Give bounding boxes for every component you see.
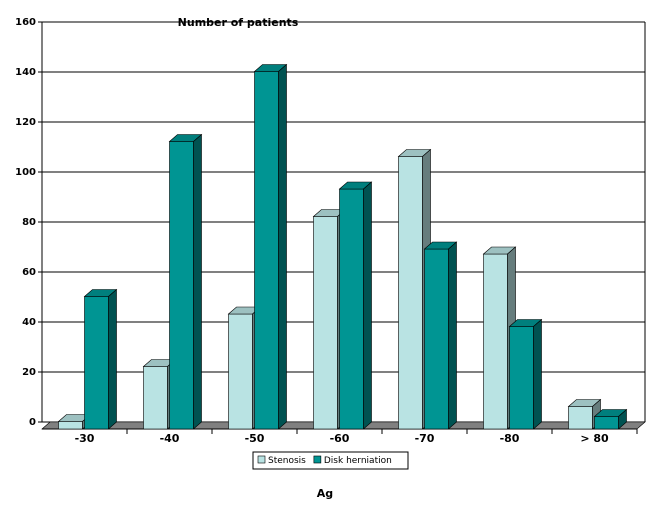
bar-side xyxy=(278,63,287,430)
x-axis-label: Ag xyxy=(317,487,333,500)
bar-side xyxy=(363,181,372,430)
bar xyxy=(398,156,423,430)
y-tick-label: 0 xyxy=(29,417,36,428)
y-tick-label: 140 xyxy=(15,67,36,78)
x-tick-label: > 80 xyxy=(580,432,609,445)
x-tick-label: -30 xyxy=(75,432,95,445)
x-tick-label: -40 xyxy=(160,432,180,445)
bar xyxy=(313,216,338,430)
legend-label: Stenosis xyxy=(268,456,306,466)
bar-side xyxy=(448,241,457,430)
y-tick-label: 100 xyxy=(15,167,36,178)
y-tick-label: 60 xyxy=(22,267,36,278)
bar xyxy=(568,406,593,430)
bar xyxy=(143,366,168,430)
x-tick-label: -60 xyxy=(330,432,350,445)
bar xyxy=(339,188,364,430)
legend-swatch xyxy=(313,455,322,464)
legend-swatch xyxy=(257,455,266,464)
y-tick-label: 40 xyxy=(22,317,36,328)
bar xyxy=(483,253,508,430)
bar-side xyxy=(533,318,542,430)
y-tick-label: 80 xyxy=(22,217,36,228)
bar xyxy=(424,248,449,430)
y-tick-label: 160 xyxy=(15,17,36,28)
x-tick-label: -70 xyxy=(415,432,435,445)
y-tick-label: 120 xyxy=(15,117,36,128)
x-tick-label: -50 xyxy=(245,432,265,445)
bar xyxy=(594,416,619,430)
x-tick-label: -80 xyxy=(500,432,520,445)
bar xyxy=(58,421,83,430)
bar xyxy=(509,326,534,430)
bar xyxy=(169,141,194,430)
bar xyxy=(228,313,253,430)
bar xyxy=(254,71,279,430)
bar-side xyxy=(193,133,202,430)
y-tick-label: 20 xyxy=(22,367,36,378)
legend-label: Disk herniation xyxy=(324,456,392,466)
bar xyxy=(84,296,109,430)
legend-box xyxy=(252,451,409,470)
bar-side xyxy=(618,408,627,430)
bar-side xyxy=(108,288,117,430)
